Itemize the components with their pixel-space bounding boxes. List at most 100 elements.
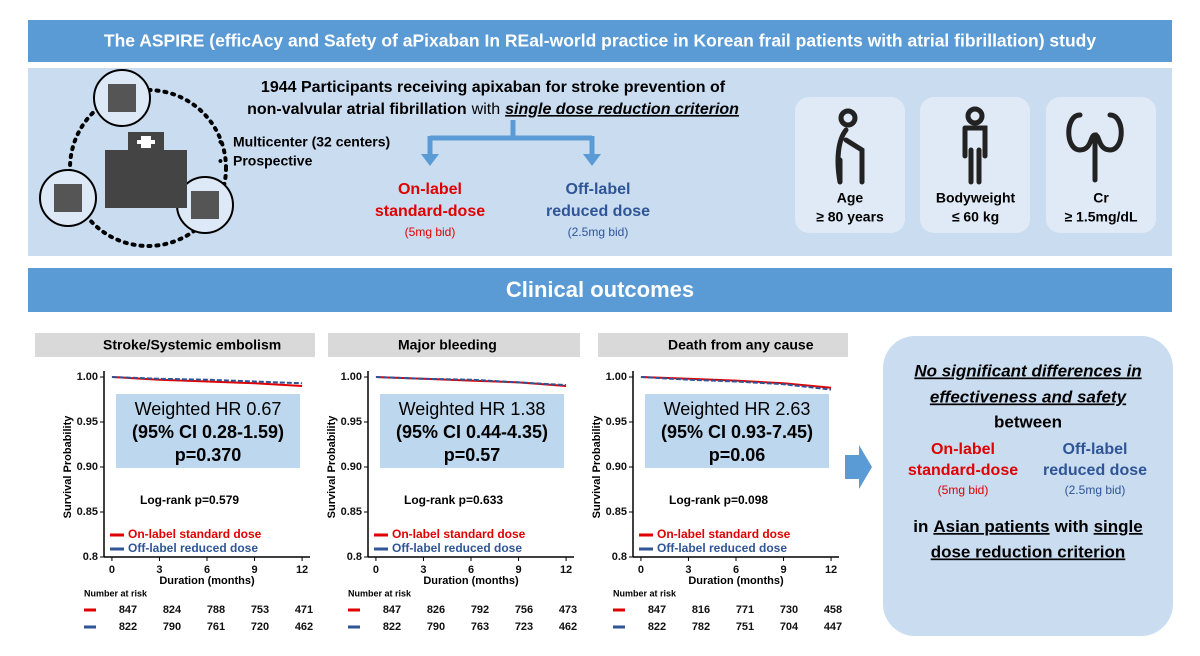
bullet: Multicenter (32 centers) xyxy=(233,134,390,150)
hr-text: Weighted HR 2.63 xyxy=(664,399,811,419)
conclusion-text: between xyxy=(994,412,1062,431)
x-tick-label: 12 xyxy=(825,564,837,576)
x-tick-label: 3 xyxy=(420,564,426,576)
legend-label: Off-label reduced dose xyxy=(128,541,258,555)
dose-name: standard-dose xyxy=(375,203,485,220)
dose-name: reduced dose xyxy=(546,203,650,220)
risk-count: 790 xyxy=(163,621,181,633)
bullet-dot: • xyxy=(218,153,223,169)
y-tick-label: 0.85 xyxy=(606,506,627,518)
dose-amount: (5mg bid) xyxy=(938,483,989,497)
y-tick-label: 0.85 xyxy=(77,506,98,518)
risk-count: 753 xyxy=(251,604,269,616)
chart-title: Major bleeding xyxy=(398,337,497,353)
risk-count: 771 xyxy=(736,604,754,616)
x-tick-label: 6 xyxy=(204,564,210,576)
risk-title: Number at risk xyxy=(84,588,148,598)
x-tick-label: 3 xyxy=(685,564,691,576)
x-axis-label: Duration (months) xyxy=(159,575,255,587)
x-tick-label: 12 xyxy=(296,564,308,576)
conclusion-box xyxy=(883,336,1173,636)
y-axis-label: Survival Probability xyxy=(62,415,74,519)
dose-name: On-label xyxy=(931,441,995,458)
conclusion-text: dose reduction criterion xyxy=(931,542,1126,561)
hr-text: p=0.57 xyxy=(444,445,501,465)
logrank: Log-rank p=0.098 xyxy=(669,493,768,507)
section-title: Clinical outcomes xyxy=(506,277,694,302)
hr-text: (95% CI 0.28-1.59) xyxy=(132,422,284,442)
legend-label: On-label standard dose xyxy=(128,527,262,541)
bullet-dot: • xyxy=(218,134,223,150)
legend-label: Off-label reduced dose xyxy=(657,541,787,555)
risk-count: 824 xyxy=(163,604,182,616)
dose-name: standard-dose xyxy=(908,462,1018,479)
risk-count: 447 xyxy=(824,621,842,633)
risk-count: 462 xyxy=(559,621,577,633)
risk-count: 788 xyxy=(207,604,225,616)
y-tick-label: 0.90 xyxy=(77,461,98,473)
text: Asian patients xyxy=(933,517,1049,536)
x-tick-label: 0 xyxy=(638,564,644,576)
x-axis-label: Duration (months) xyxy=(423,575,519,587)
title-bar xyxy=(28,20,1172,62)
criteria-cards xyxy=(795,97,1156,233)
hr-text: p=0.370 xyxy=(175,445,242,465)
dose-amount: (2.5mg bid) xyxy=(1065,483,1126,497)
chart-title: Death from any cause xyxy=(668,337,814,353)
logrank: Log-rank p=0.633 xyxy=(404,493,503,507)
x-tick-label: 9 xyxy=(780,564,786,576)
hr-text: (95% CI 0.93-7.45) xyxy=(661,422,813,442)
dose-amount: (5mg bid) xyxy=(405,225,456,239)
risk-count: 822 xyxy=(383,621,401,633)
chart-title: Stroke/Systemic embolism xyxy=(103,337,281,353)
dose-name: Off-label xyxy=(1063,441,1128,458)
y-tick-label: 0.8 xyxy=(347,551,362,563)
arrow xyxy=(845,445,872,489)
dose-name: On-label xyxy=(398,181,462,198)
risk-count: 816 xyxy=(692,604,710,616)
x-axis-label: Duration (months) xyxy=(688,575,784,587)
risk-count: 471 xyxy=(295,604,313,616)
risk-count: 462 xyxy=(295,621,313,633)
chart-header xyxy=(35,333,315,357)
risk-count: 473 xyxy=(559,604,577,616)
conclusion-text: No significant differences in xyxy=(914,361,1141,380)
criterion-value: ≤ 60 kg xyxy=(952,209,999,225)
bullet: Prospective xyxy=(233,153,313,169)
x-tick-label: 0 xyxy=(373,564,379,576)
risk-count: 720 xyxy=(251,621,269,633)
x-tick-label: 0 xyxy=(109,564,115,576)
risk-count: 751 xyxy=(736,621,754,633)
risk-count: 826 xyxy=(427,604,445,616)
y-tick-label: 0.8 xyxy=(612,551,627,563)
x-tick-label: 12 xyxy=(560,564,572,576)
hr-text: Weighted HR 1.38 xyxy=(399,399,546,419)
criterion-label: Bodyweight xyxy=(936,190,1016,206)
y-tick-label: 0.95 xyxy=(77,416,98,428)
participants: 1944 Participants receiving apixaban for… xyxy=(261,79,726,96)
legend-label: On-label standard dose xyxy=(657,527,791,541)
y-tick-label: 1.00 xyxy=(606,371,627,383)
dose-name: reduced dose xyxy=(1043,462,1147,479)
section-bar xyxy=(28,268,1172,312)
risk-count: 790 xyxy=(427,621,445,633)
legend-label: Off-label reduced dose xyxy=(392,541,522,555)
risk-count: 782 xyxy=(692,621,710,633)
hr-text: Weighted HR 0.67 xyxy=(135,399,282,419)
text: single dose reduction criterion xyxy=(505,101,739,118)
risk-count: 822 xyxy=(648,621,666,633)
y-tick-label: 0.95 xyxy=(341,416,362,428)
text: with xyxy=(1054,517,1089,536)
hr-text: (95% CI 0.44-4.35) xyxy=(396,422,548,442)
dose-name: Off-label xyxy=(566,181,631,198)
hr-box xyxy=(116,394,300,468)
risk-title: Number at risk xyxy=(613,588,677,598)
x-tick-label: 9 xyxy=(251,564,257,576)
split-arrow xyxy=(427,120,595,156)
y-tick-label: 0.8 xyxy=(83,551,98,563)
hr-box xyxy=(645,394,829,468)
survival-curve xyxy=(375,376,567,387)
conclusion-text: in Asian patients with single xyxy=(913,517,1142,536)
y-tick-label: 1.00 xyxy=(77,371,98,383)
y-axis-label: Survival Probability xyxy=(591,415,603,519)
